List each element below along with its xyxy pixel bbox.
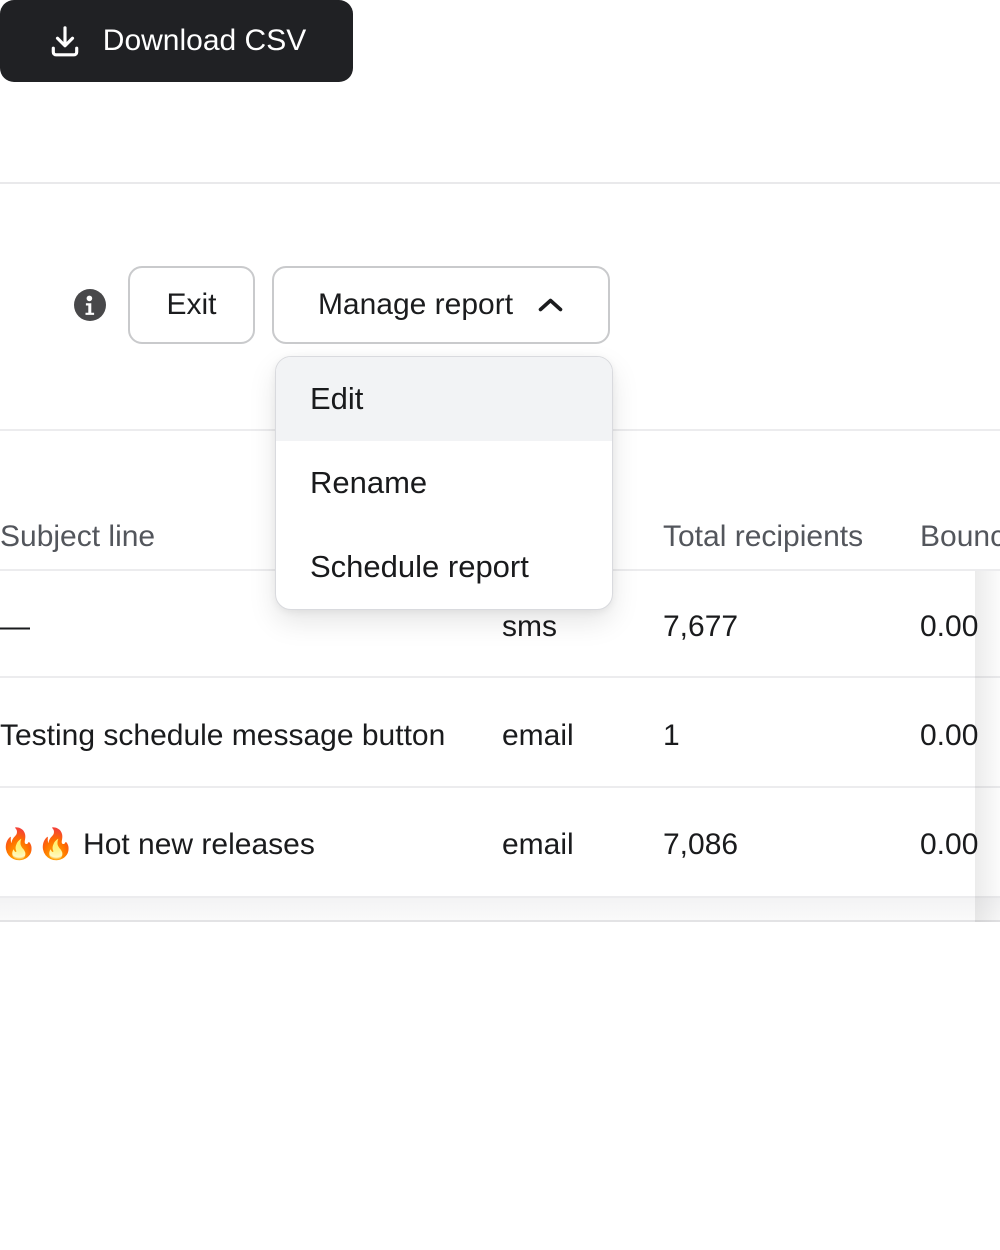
column-header-total-recipients: Total recipients <box>663 520 864 553</box>
download-icon <box>47 23 83 59</box>
cell-bounce-rate: 0.00 <box>920 610 979 643</box>
download-csv-label: Download CSV <box>102 24 307 57</box>
menu-item-schedule-report-label: Schedule report <box>310 549 529 584</box>
cell-channel: email <box>502 719 574 752</box>
chevron-up-icon <box>537 297 564 313</box>
cell-channel: email <box>502 828 574 861</box>
menu-item-schedule-report[interactable]: Schedule report <box>276 525 612 609</box>
info-icon <box>74 289 106 324</box>
download-csv-button[interactable]: Download CSV <box>0 0 353 82</box>
cell-channel: sms <box>502 610 557 643</box>
table-row[interactable]: Testing schedule message button email 1 … <box>0 719 1000 753</box>
column-header-bounce-rate: Bounce rate <box>920 520 1000 553</box>
menu-item-edit[interactable]: Edit <box>276 357 612 441</box>
row-divider <box>0 896 1000 898</box>
row-divider <box>0 676 1000 678</box>
cell-total-recipients: 1 <box>663 719 680 752</box>
row-divider <box>0 786 1000 788</box>
manage-report-label: Manage report <box>317 288 514 321</box>
menu-item-edit-label: Edit <box>310 381 364 416</box>
info-button[interactable] <box>74 289 106 321</box>
exit-button[interactable]: Exit <box>128 266 255 344</box>
cell-subject-line: Testing schedule message button <box>0 719 446 752</box>
cell-bounce-rate: 0.00 <box>920 828 979 861</box>
table-row[interactable]: 🔥🔥 Hot new releases email 7,086 0.00 <box>0 828 1000 862</box>
top-divider <box>0 182 1000 184</box>
table-row[interactable]: — sms 7,677 0.00 <box>0 610 1000 644</box>
column-header-subject-line: Subject line <box>0 520 156 553</box>
menu-item-rename[interactable]: Rename <box>276 441 612 525</box>
cell-total-recipients: 7,086 <box>663 828 739 861</box>
exit-button-label: Exit <box>166 288 217 321</box>
menu-item-rename-label: Rename <box>310 465 428 500</box>
table-footer-scroll-track[interactable] <box>0 898 1000 922</box>
cell-subject-line: — <box>0 610 30 643</box>
cell-subject-line: 🔥🔥 Hot new releases <box>0 828 315 861</box>
manage-report-menu: Edit Rename Schedule report <box>275 356 613 610</box>
cell-total-recipients: 7,677 <box>663 610 739 643</box>
manage-report-button[interactable]: Manage report <box>272 266 610 344</box>
cell-bounce-rate: 0.00 <box>920 719 979 752</box>
